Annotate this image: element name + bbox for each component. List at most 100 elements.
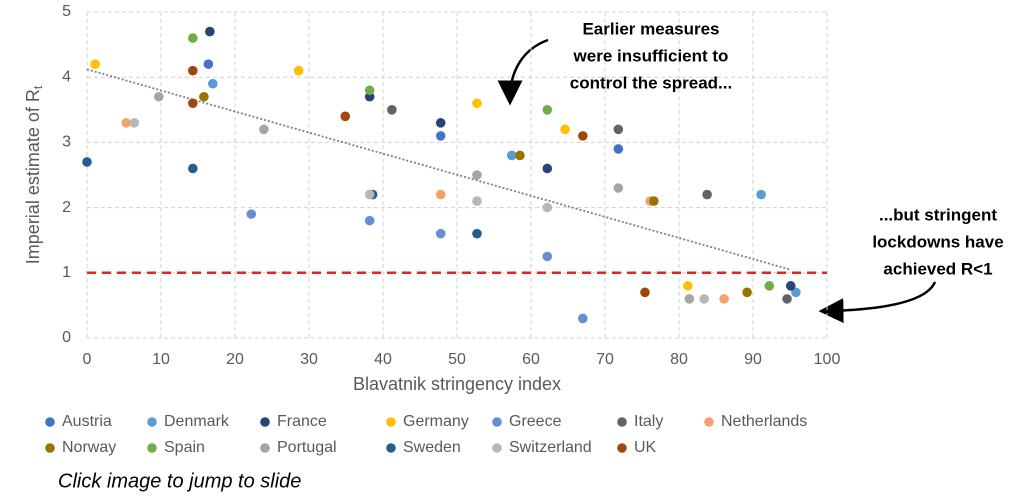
annotation: achieved R<1 (883, 259, 992, 278)
data-point (472, 196, 482, 206)
data-point (702, 189, 712, 200)
data-point (613, 144, 624, 154)
y-tick-label: 1 (62, 264, 71, 281)
data-point (542, 163, 553, 174)
data-point (246, 209, 257, 219)
legend-label: Norway (62, 439, 116, 456)
data-point (364, 85, 375, 96)
legend-label: Portugal (277, 439, 337, 456)
x-tick-label: 70 (596, 351, 614, 368)
data-point (208, 78, 218, 89)
data-point (742, 287, 752, 298)
data-point (188, 163, 198, 174)
legend-label: UK (634, 439, 657, 456)
data-point (293, 65, 304, 76)
data-point (578, 131, 588, 141)
legend-marker (617, 443, 627, 453)
x-tick-label: 40 (374, 351, 392, 368)
y-tick-label: 2 (62, 199, 71, 216)
data-point (699, 294, 709, 304)
data-point (542, 105, 553, 115)
legend-marker (45, 443, 55, 453)
annotation: ...but stringent (879, 205, 997, 224)
legend-marker (147, 417, 157, 427)
legend-label: Germany (403, 413, 469, 430)
data-point (782, 294, 792, 304)
data-point (435, 131, 446, 141)
x-tick-label: 10 (152, 351, 170, 368)
legend-marker (260, 443, 270, 453)
legend-marker (617, 417, 627, 427)
y-tick-label: 5 (62, 3, 71, 20)
data-point (203, 59, 214, 69)
data-point (472, 170, 482, 180)
legend-label: Switzerland (509, 439, 592, 456)
data-point (756, 189, 766, 200)
x-tick-label: 20 (226, 351, 244, 368)
legend-marker (704, 417, 714, 427)
data-point (542, 202, 553, 213)
data-point (259, 124, 269, 135)
annotation: were insufficient to (573, 46, 729, 65)
data-point (515, 150, 525, 161)
data-point (435, 228, 446, 239)
data-point (188, 65, 198, 76)
x-axis-label: Blavatnik stringency index (353, 374, 561, 394)
data-point (684, 294, 695, 304)
y-axis-label-sub: t (31, 85, 45, 89)
legend-label: Spain (164, 439, 205, 456)
data-point (188, 33, 198, 43)
data-point (364, 189, 375, 200)
x-tick-label: 0 (83, 351, 92, 368)
data-point (613, 183, 624, 193)
x-tick-label: 80 (670, 351, 688, 368)
data-point (387, 105, 397, 115)
data-point (153, 91, 164, 102)
annotation: Earlier measures (582, 19, 719, 38)
legend-marker (147, 443, 157, 453)
data-point (188, 98, 198, 109)
data-point (435, 118, 446, 128)
data-point (472, 228, 482, 239)
x-tick-label: 30 (300, 351, 318, 368)
trendline (86, 68, 791, 271)
data-point (542, 251, 553, 262)
data-point (121, 118, 132, 128)
legend-marker (45, 417, 55, 427)
x-tick-label: 100 (814, 351, 841, 368)
legend-label: Denmark (164, 413, 230, 430)
data-point (649, 196, 659, 206)
legend-label: Greece (509, 413, 562, 430)
y-axis-label-main: Imperial estimate of R (23, 89, 43, 264)
data-point (560, 124, 570, 135)
data-point (683, 281, 693, 291)
data-point (340, 111, 351, 122)
legend-label: France (277, 413, 327, 430)
x-tick-label: 60 (522, 351, 540, 368)
data-point (199, 91, 209, 102)
annotation-arrow (818, 281, 937, 324)
data-point (719, 294, 729, 304)
annotation: control the spread... (570, 73, 732, 92)
data-point (640, 287, 650, 298)
legend-marker (260, 417, 270, 427)
legend-label: Italy (634, 413, 663, 430)
data-point (472, 98, 482, 109)
data-point (506, 150, 517, 161)
y-axis-label: Imperial estimate of Rt (23, 85, 45, 264)
data-point (613, 124, 624, 135)
data-point (785, 281, 796, 291)
data-point (578, 313, 588, 324)
legend-marker (386, 417, 396, 427)
y-tick-label: 4 (62, 68, 71, 85)
legend-marker (492, 443, 502, 453)
data-point (435, 189, 446, 200)
y-tick-label: 3 (62, 134, 71, 151)
data-point (205, 26, 215, 37)
data-point (129, 118, 140, 128)
x-tick-label: 90 (744, 351, 762, 368)
data-point (90, 59, 100, 69)
data-point (82, 157, 92, 167)
caption: Click image to jump to slide (58, 470, 301, 492)
